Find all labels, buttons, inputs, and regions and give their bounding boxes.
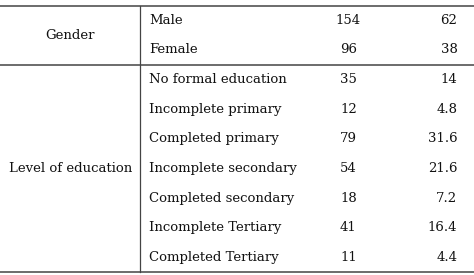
Text: 11: 11	[340, 251, 357, 264]
Text: 62: 62	[440, 14, 457, 27]
Text: Completed Tertiary: Completed Tertiary	[149, 251, 279, 264]
Text: 96: 96	[340, 43, 357, 56]
Text: 54: 54	[340, 162, 357, 175]
Text: Incomplete primary: Incomplete primary	[149, 103, 282, 116]
Text: 154: 154	[336, 14, 361, 27]
Text: 41: 41	[340, 221, 357, 234]
Text: Male: Male	[149, 14, 183, 27]
Text: Incomplete secondary: Incomplete secondary	[149, 162, 297, 175]
Text: 14: 14	[441, 73, 457, 86]
Text: Gender: Gender	[46, 29, 95, 42]
Text: Completed primary: Completed primary	[149, 132, 279, 145]
Text: 16.4: 16.4	[428, 221, 457, 234]
Text: 79: 79	[340, 132, 357, 145]
Text: 7.2: 7.2	[436, 192, 457, 205]
Text: 4.4: 4.4	[437, 251, 457, 264]
Text: 35: 35	[340, 73, 357, 86]
Text: 12: 12	[340, 103, 357, 116]
Text: No formal education: No formal education	[149, 73, 287, 86]
Text: 38: 38	[440, 43, 457, 56]
Text: 4.8: 4.8	[437, 103, 457, 116]
Text: 31.6: 31.6	[428, 132, 457, 145]
Text: Level of education: Level of education	[9, 162, 132, 175]
Text: Incomplete Tertiary: Incomplete Tertiary	[149, 221, 282, 234]
Text: Female: Female	[149, 43, 198, 56]
Text: 21.6: 21.6	[428, 162, 457, 175]
Text: Completed secondary: Completed secondary	[149, 192, 294, 205]
Text: 18: 18	[340, 192, 357, 205]
